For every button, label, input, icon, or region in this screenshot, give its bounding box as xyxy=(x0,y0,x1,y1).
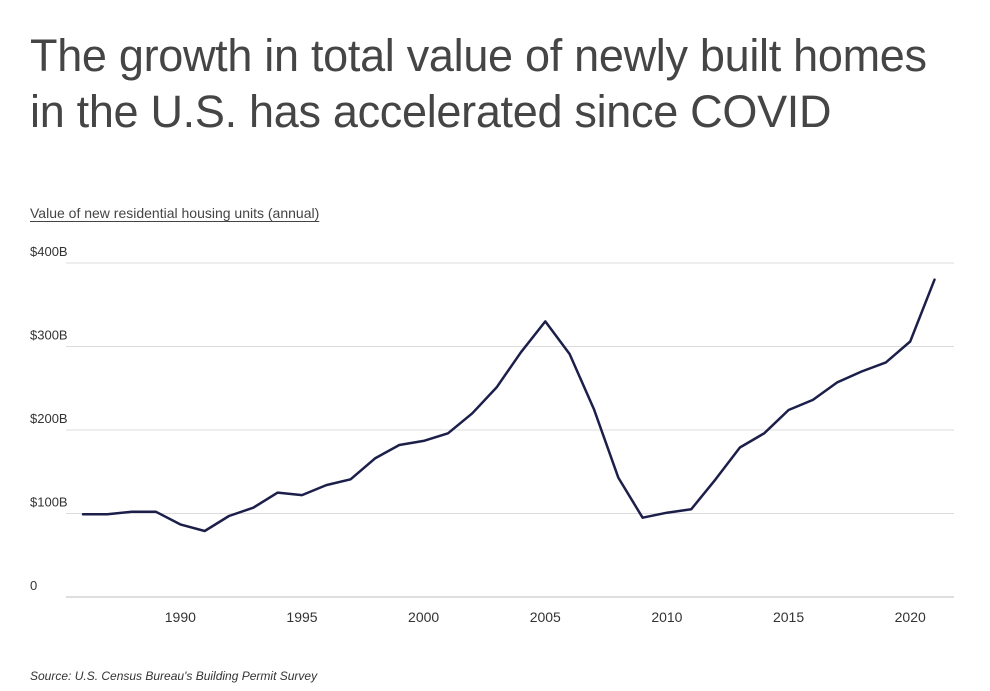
data-point xyxy=(227,514,231,518)
x-axis-tick-labels: 1990 1995 2000 2005 2010 2015 2020 xyxy=(165,609,926,625)
data-point xyxy=(251,506,255,510)
y-tick-label: $300B xyxy=(30,328,68,343)
x-tick-label: 1990 xyxy=(165,609,196,625)
data-point xyxy=(543,319,547,323)
series-lines xyxy=(81,278,937,533)
data-point xyxy=(446,431,450,435)
x-tick-label: 2010 xyxy=(651,609,682,625)
data-point xyxy=(130,510,134,514)
data-point xyxy=(495,385,499,389)
data-point xyxy=(276,491,280,495)
chart-subtitle: Value of new residential housing units (… xyxy=(30,205,320,221)
data-point xyxy=(373,456,377,460)
data-point xyxy=(81,512,85,516)
data-point xyxy=(762,431,766,435)
x-tick-label: 2005 xyxy=(530,609,561,625)
data-point xyxy=(689,507,693,511)
data-point xyxy=(154,510,158,514)
data-point xyxy=(641,516,645,520)
data-point xyxy=(665,511,669,515)
x-tick-label: 2015 xyxy=(773,609,804,625)
data-point xyxy=(324,483,328,487)
data-point xyxy=(884,360,888,364)
data-point xyxy=(811,398,815,402)
data-point xyxy=(738,446,742,450)
data-point xyxy=(714,477,718,481)
x-tick-label: 2000 xyxy=(408,609,439,625)
data-point xyxy=(568,352,572,356)
data-point xyxy=(470,411,474,415)
data-point xyxy=(203,529,207,533)
data-point xyxy=(397,443,401,447)
data-point xyxy=(835,380,839,384)
data-point xyxy=(519,350,523,354)
series-line xyxy=(81,278,936,533)
data-point xyxy=(105,512,109,516)
data-point xyxy=(178,522,182,526)
y-tick-label: 0 xyxy=(30,578,37,593)
gridlines xyxy=(66,262,954,598)
chart-title: The growth in total value of newly built… xyxy=(30,30,927,137)
data-point xyxy=(908,340,912,344)
data-point xyxy=(616,476,620,480)
y-tick-label: $200B xyxy=(30,411,68,426)
data-point xyxy=(933,278,937,282)
data-point xyxy=(860,370,864,374)
data-point xyxy=(349,477,353,481)
data-point xyxy=(300,493,304,497)
data-point xyxy=(422,439,426,443)
data-point xyxy=(787,408,791,412)
x-tick-label: 1995 xyxy=(286,609,317,625)
y-axis-tick-labels: 0 $100B $200B $300B $400B xyxy=(30,244,68,593)
data-point xyxy=(592,407,596,411)
y-tick-label: $100B xyxy=(30,495,68,510)
y-tick-label: $400B xyxy=(30,244,68,259)
x-tick-label: 2020 xyxy=(895,609,926,625)
source-note: Source: U.S. Census Bureau's Building Pe… xyxy=(30,669,318,683)
